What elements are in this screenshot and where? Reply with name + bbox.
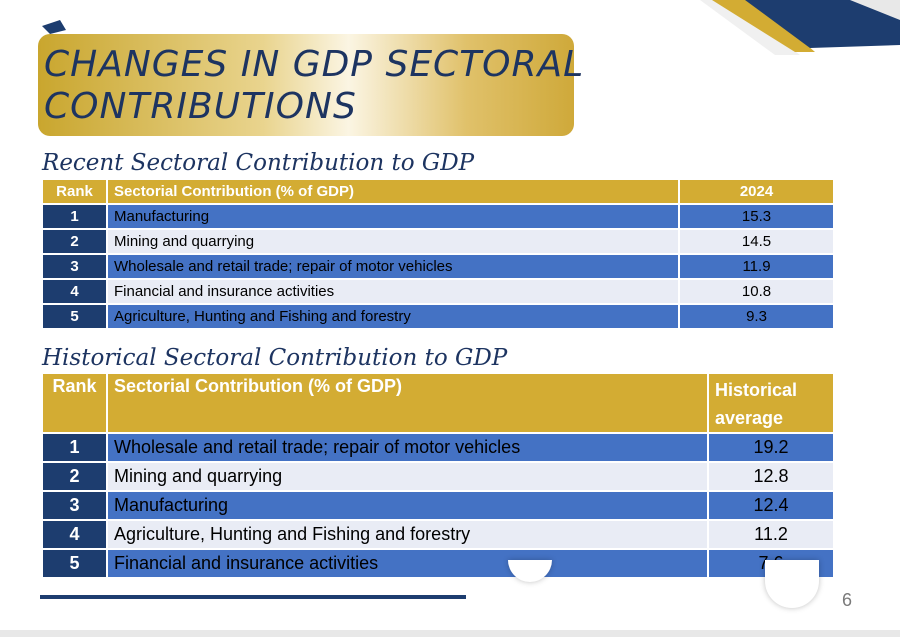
corner-decoration [700,0,900,55]
rank-cell: 5 [41,303,108,330]
circle-decoration [508,560,552,582]
sector-cell: Manufacturing [106,203,680,230]
table-row: 1 Manufacturing 15.3 [41,203,835,230]
table-row: 4 Agriculture, Hunting and Fishing and fo… [41,519,835,550]
page-number: 6 [842,590,853,610]
table-header-row: Rank Sectorial Contribution (% of GDP) H… [41,372,835,434]
circle-decoration [765,560,819,608]
sector-column-header: Sectorial Contribution (% of GDP) [106,372,709,434]
value-cell: 11.2 [707,519,835,550]
title-banner [38,34,574,136]
rank-cell: 4 [41,519,108,550]
value-cell: 19.2 [707,432,835,463]
sector-cell: Manufacturing [106,490,709,521]
rank-cell: 4 [41,278,108,305]
rank-cell: 1 [41,203,108,230]
value-cell: 11.9 [678,253,835,280]
sector-cell: Financial and insurance activities [106,548,709,579]
small-deco [42,20,66,34]
historical-section-heading: Historical Sectoral Contribution to GDP [42,345,508,371]
table-row: 5 Agriculture, Hunting and Fishing and fo… [41,303,835,330]
sector-cell: Wholesale and retail trade; repair of mo… [106,432,709,463]
table-row: 1 Wholesale and retail trade; repair of m… [41,432,835,463]
recent-contribution-table: Rank Sectorial Contribution (% of GDP) 2… [41,178,835,330]
table-row: 4 Financial and insurance activities 10.8 [41,278,835,305]
sector-cell: Mining and quarrying [106,228,680,255]
value-cell: 10.8 [678,278,835,305]
sector-cell: Wholesale and retail trade; repair of mo… [106,253,680,280]
rank-cell: 2 [41,461,108,492]
historical-contribution-table: Rank Sectorial Contribution (% of GDP) H… [41,372,835,579]
rank-column-header: Rank [41,372,108,434]
rank-cell: 5 [41,548,108,579]
table-row: 2 Mining and quarrying 12.8 [41,461,835,492]
recent-section-heading: Recent Sectoral Contribution to GDP [42,150,475,176]
value-cell: 14.5 [678,228,835,255]
table-row: 3 Wholesale and retail trade; repair of m… [41,253,835,280]
rank-cell: 2 [41,228,108,255]
sector-cell: Financial and insurance activities [106,278,680,305]
table-row: 2 Mining and quarrying 14.5 [41,228,835,255]
average-column-header: Historical average [707,372,835,434]
rank-cell: 3 [41,490,108,521]
footer-strip [0,630,900,637]
rank-cell: 1 [41,432,108,463]
rank-cell: 3 [41,253,108,280]
year-column-header: 2024 [678,178,835,205]
sector-column-header: Sectorial Contribution (% of GDP) [106,178,680,205]
sector-cell: Agriculture, Hunting and Fishing and for… [106,303,680,330]
footer-rule [40,595,466,599]
sector-cell: Mining and quarrying [106,461,709,492]
sector-cell: Agriculture, Hunting and Fishing and for… [106,519,709,550]
value-cell: 12.8 [707,461,835,492]
value-cell: 15.3 [678,203,835,230]
value-cell: 12.4 [707,490,835,521]
table-row: 3 Manufacturing 12.4 [41,490,835,521]
table-header-row: Rank Sectorial Contribution (% of GDP) 2… [41,178,835,205]
page-title: CHANGES IN GDP SECTORAL CONTRIBUTIONS [44,44,585,127]
value-cell: 9.3 [678,303,835,330]
rank-column-header: Rank [41,178,108,205]
